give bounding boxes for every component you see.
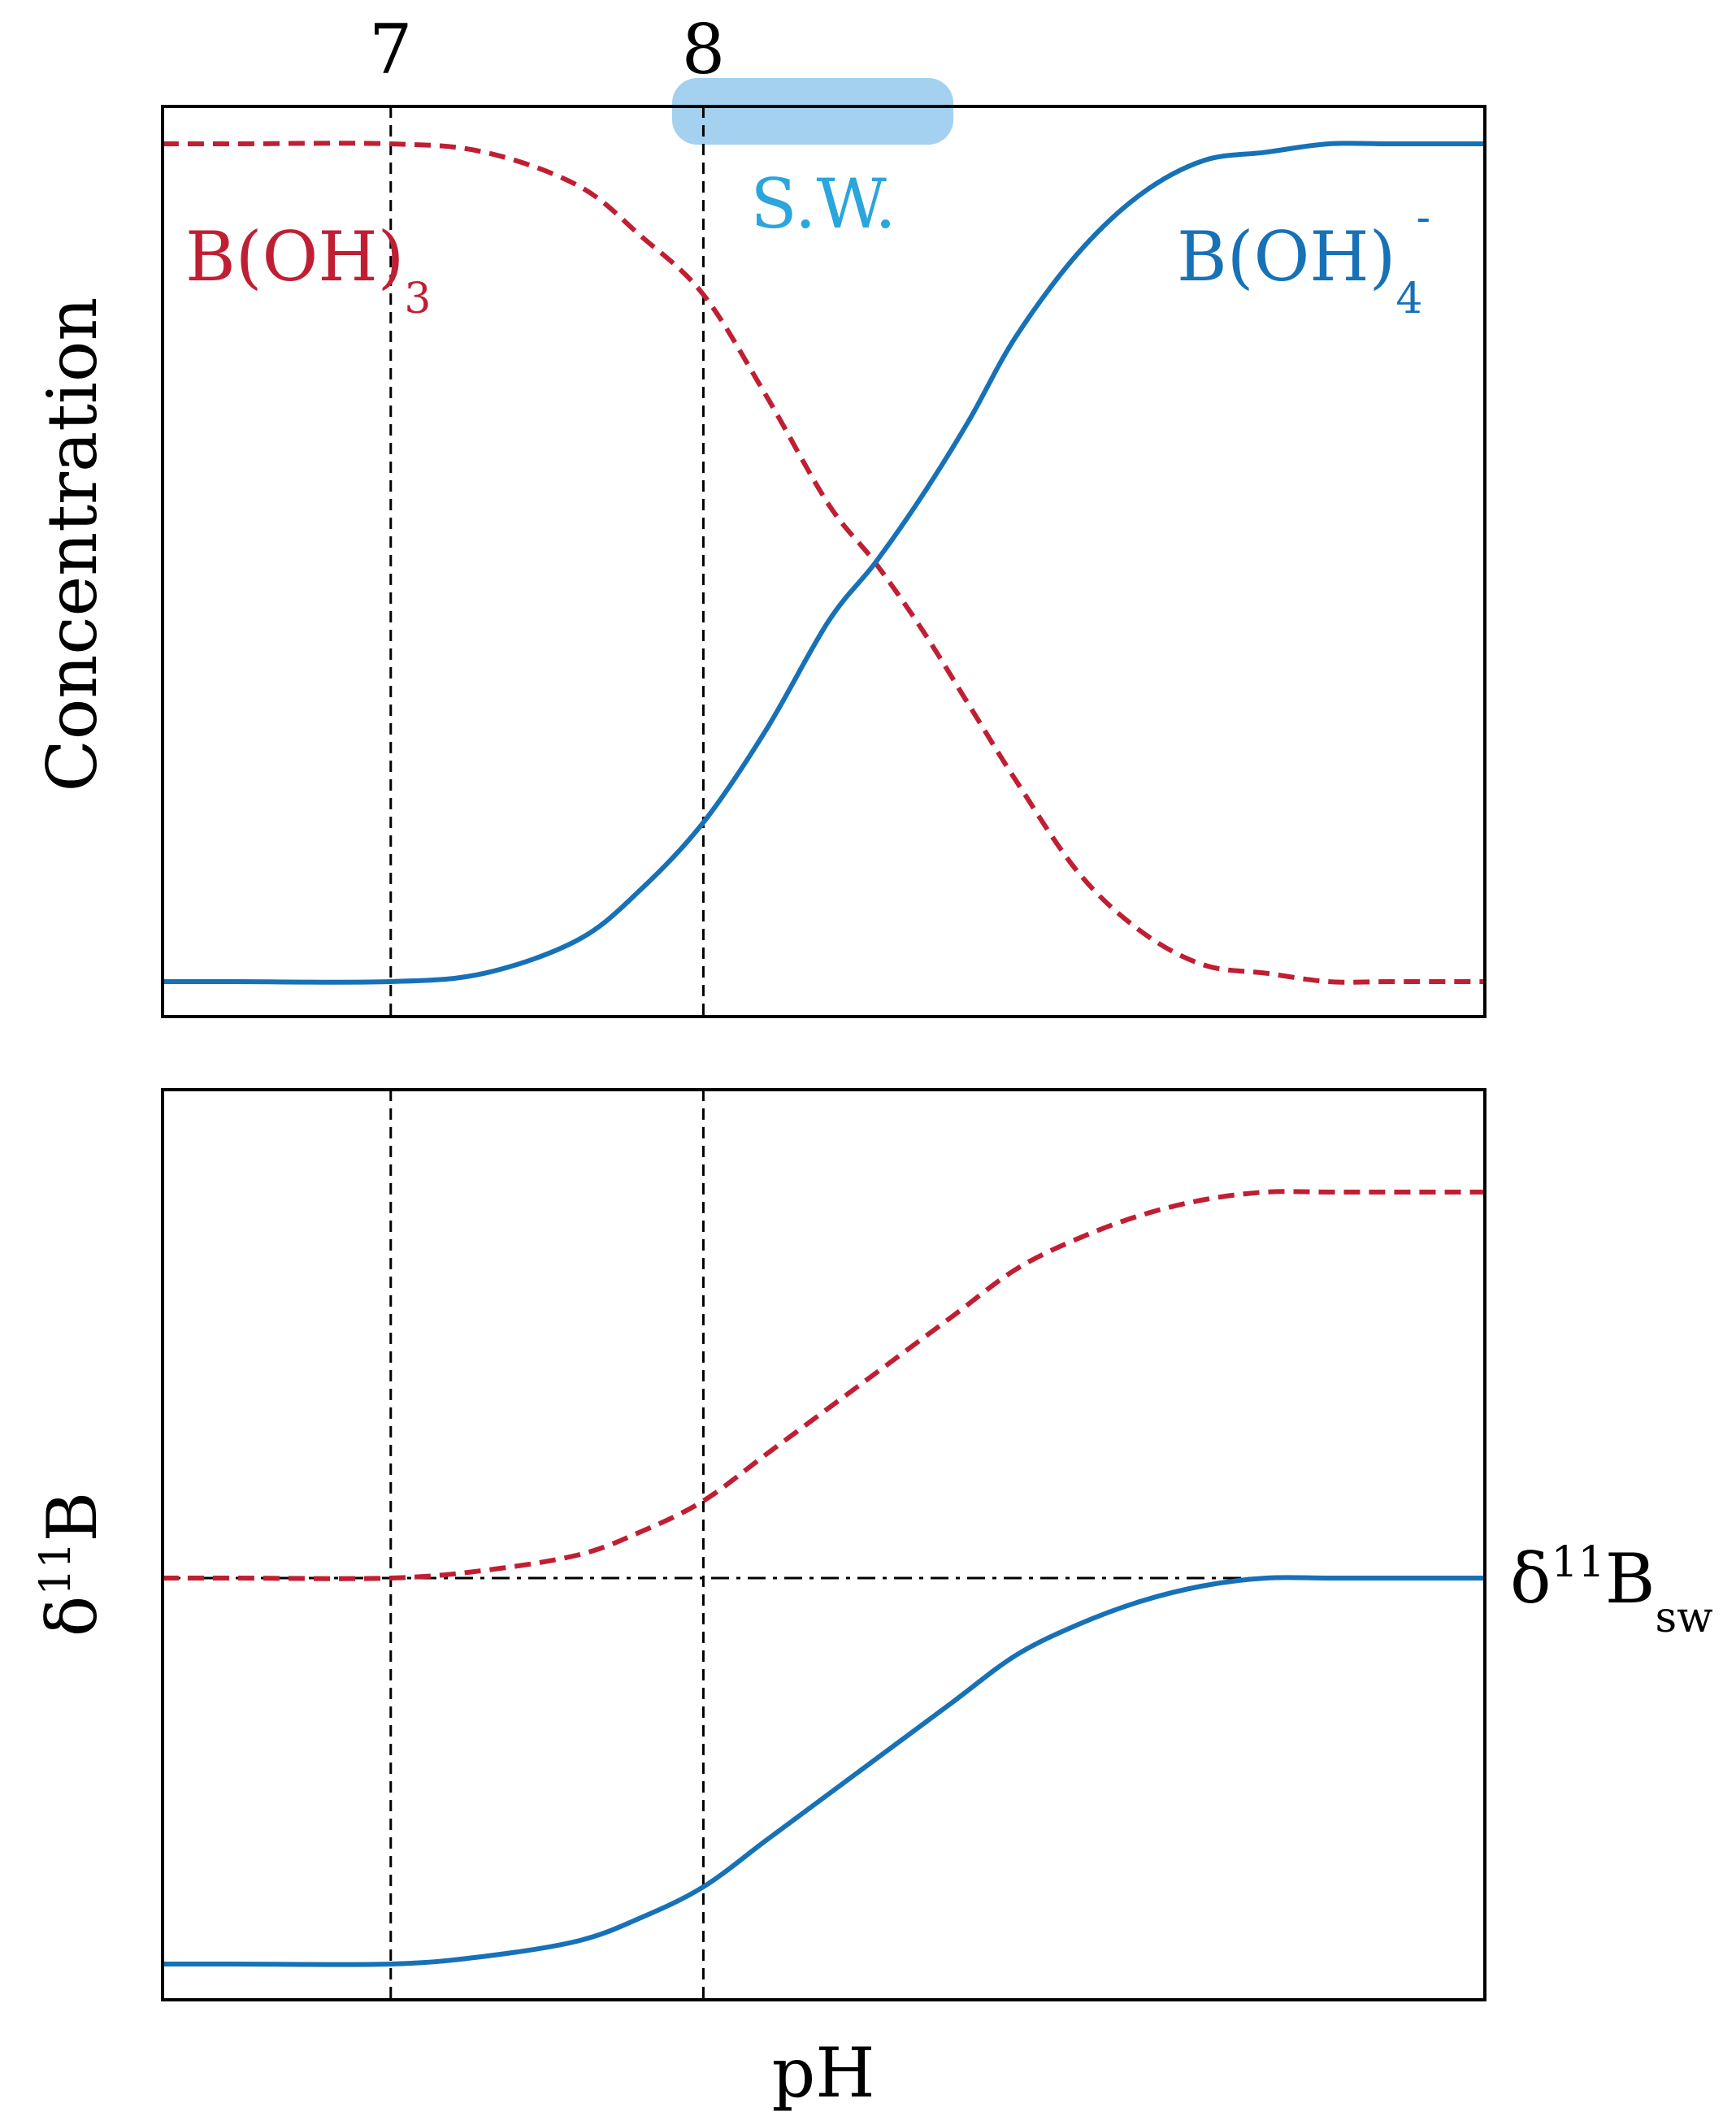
bottom-series-dashed-line [162, 1189, 1485, 1581]
d11b-axis-label: δ11B [32, 1492, 112, 1637]
bottom-series [162, 1189, 1485, 1967]
top-tick-label-7: 7 [369, 10, 412, 89]
bottom-panel [161, 1088, 1486, 2001]
top-series [162, 141, 1485, 985]
boh3-label-sub: 3 [404, 275, 431, 323]
bottom-vlines [389, 1090, 705, 2000]
d11b-sw-label: δ11Bsw [1510, 1538, 1713, 1642]
d11b-sw-label-base: δ [1510, 1539, 1552, 1619]
boh3-label-base: B(OH) [185, 217, 404, 297]
seawater-band [671, 78, 954, 145]
bottom-series-solid-line [162, 1575, 1485, 1967]
d11b-sw-label-mid: B [1605, 1539, 1656, 1619]
ph-axis-label: pH [771, 2033, 875, 2113]
top-panel-frame [161, 105, 1486, 1018]
top-vlines [389, 106, 705, 1017]
top-tick-label-8: 8 [682, 10, 725, 89]
d11b-axis-label-sup: 11 [32, 1541, 80, 1595]
d11b-sw-label-sub: sw [1655, 1594, 1712, 1642]
boh3-label: B(OH)3 [185, 217, 431, 323]
bottom-panel-frame [161, 1088, 1486, 2001]
top-panel [161, 105, 1486, 1018]
seawater-label: S.W. [750, 164, 896, 244]
boh4-label-sup: - [1416, 193, 1430, 242]
boh4-label-base: B(OH) [1177, 217, 1395, 297]
d11b-axis-label-end: B [33, 1492, 112, 1542]
boh4-label: B(OH)4 - [1177, 193, 1430, 323]
d11b-axis-label-base: δ [33, 1596, 112, 1637]
top-series-solid-line [163, 141, 1485, 985]
d11b-sw-label-sup: 11 [1552, 1538, 1605, 1587]
concentration-axis-label: Concentration [33, 297, 112, 791]
boh4-label-sub: 4 [1395, 275, 1422, 323]
